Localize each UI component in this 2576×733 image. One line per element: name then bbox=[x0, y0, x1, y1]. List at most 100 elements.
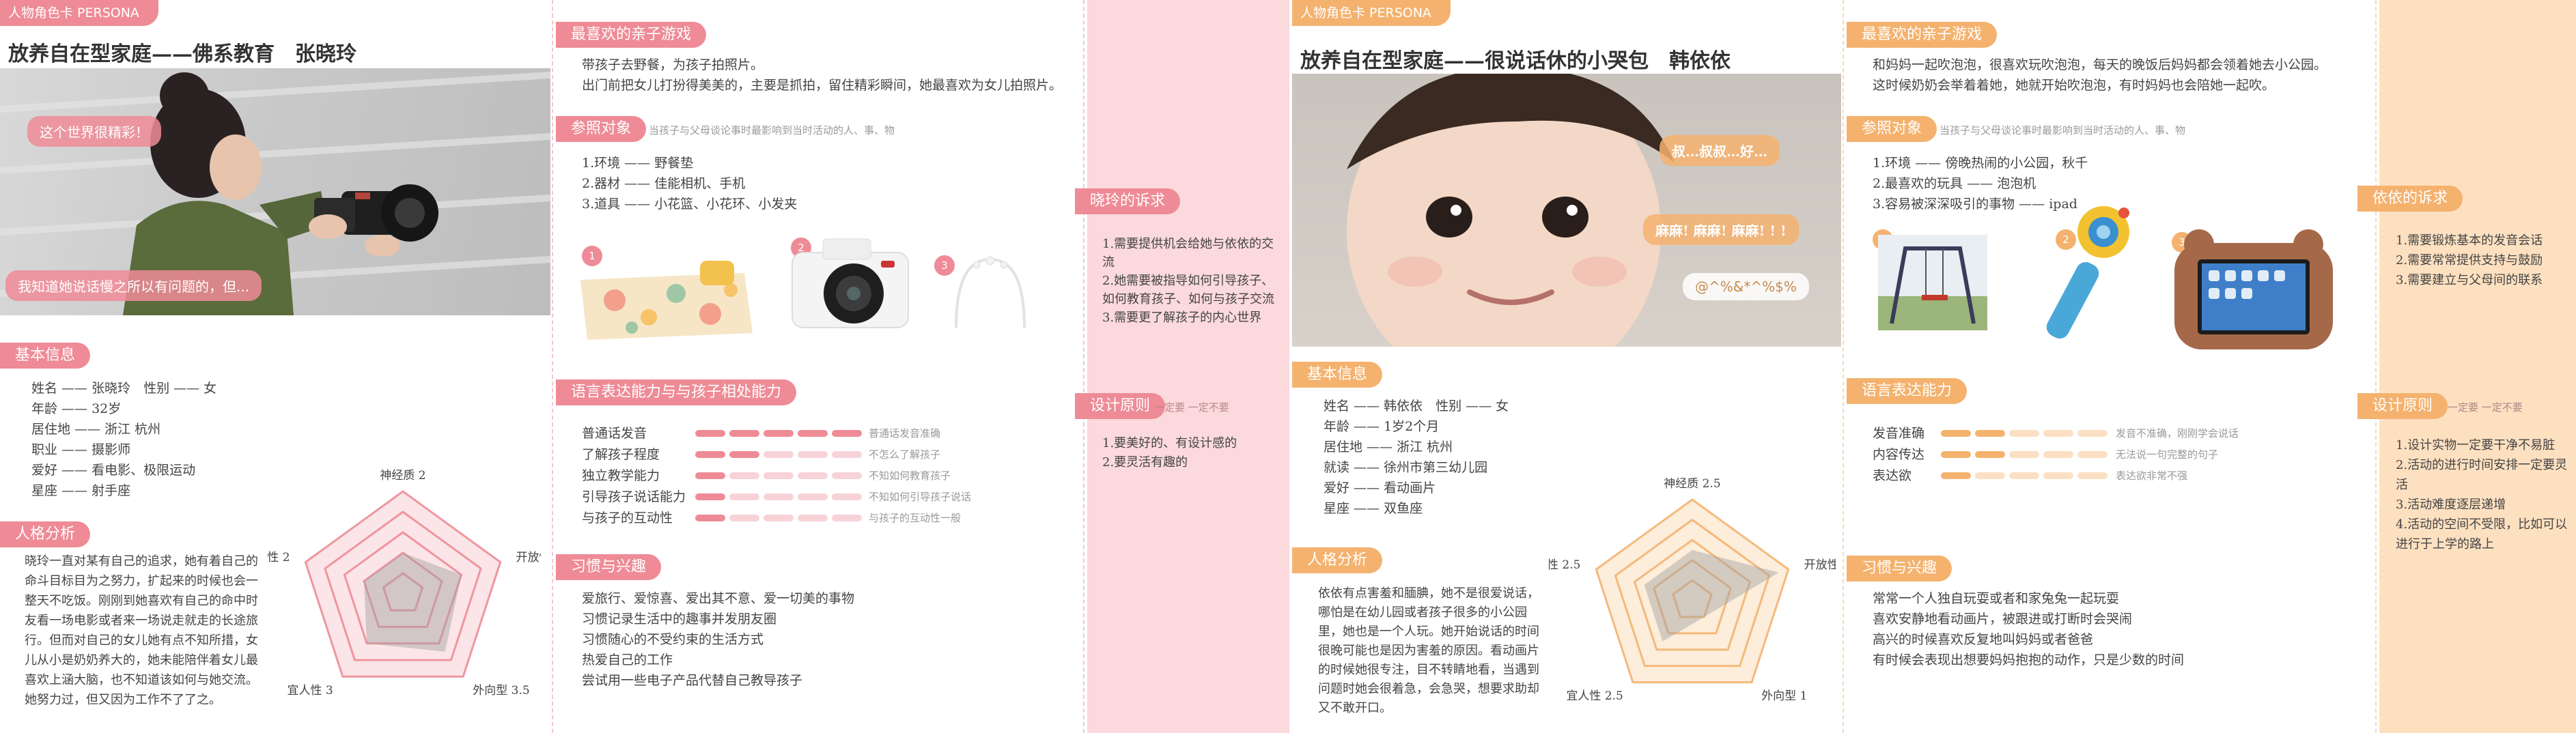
skill-bar-segment bbox=[2043, 451, 2073, 458]
design-item: 3.活动难度逐层递增 bbox=[2396, 498, 2506, 512]
habits-list: 常常一个人独自玩耍或者和家兔兔一起玩耍 喜欢安静地看动画片，被跟进或打断时会哭闹… bbox=[1873, 588, 2184, 670]
swing-image bbox=[1878, 235, 1987, 330]
radar-axis-label: 开放性 3 bbox=[516, 551, 541, 564]
reference-note: 当孩子与父母谈论事时最影响到当时活动的人、事、物 bbox=[649, 124, 895, 136]
skill-label: 表达欲 bbox=[1873, 468, 1912, 483]
skill-bar-segment bbox=[695, 493, 725, 500]
design-note: 一定要 一定不要 bbox=[1154, 401, 1229, 414]
skill-bar-segment bbox=[2077, 430, 2108, 437]
radar-grid-ring bbox=[324, 511, 482, 661]
design-item: 4.活动的空间不受限，比如可以进行于上学的路上 bbox=[2396, 517, 2568, 551]
basic-info-item: 居住地 —— 浙江 杭州 bbox=[31, 422, 161, 437]
section-tag-language: 语言表达能力与与孩子相处能力 bbox=[556, 379, 797, 405]
skill-bar-segment bbox=[1975, 430, 2005, 437]
skill-bar-segment bbox=[832, 451, 862, 458]
design-item: 1.设计实物一定要干净不易脏 bbox=[2396, 438, 2556, 452]
pink-band bbox=[1087, 0, 1289, 733]
games-line: 出门前把女儿打扮得美美的，主要是抓拍，留住精彩瞬间，她最喜欢为女儿拍照片。 bbox=[582, 78, 1063, 93]
games-text: 带孩子去野餐，为孩子拍照片。 出门前把女儿打扮得美美的，主要是抓拍，留住精彩瞬间… bbox=[582, 55, 1062, 96]
radar-grid-ring bbox=[1634, 538, 1751, 651]
photo-bubble: 叔…叔叔…好… bbox=[1660, 135, 1780, 166]
orange-band bbox=[2379, 0, 2576, 733]
basic-info-item: 居住地 —— 浙江 杭州 bbox=[1324, 440, 1453, 455]
skill-bar-segment bbox=[695, 515, 725, 521]
reference-note: 当孩子与父母谈论事时最影响到当时活动的人、事、物 bbox=[1940, 124, 2186, 136]
reference-number: 3 bbox=[934, 255, 955, 276]
skill-bar-segment bbox=[695, 472, 725, 479]
skill-bar-segment bbox=[2009, 430, 2039, 437]
skill-bar-segment bbox=[2043, 472, 2073, 479]
skill-bar-segment bbox=[1941, 472, 1971, 479]
basic-info-item: 姓名 —— 张晓玲 性别 —— 女 bbox=[31, 381, 217, 396]
habit-item: 习惯记录生活中的趣事并发朋友圈 bbox=[582, 612, 777, 627]
need-item: 3.需要更了解孩子的内心世界 bbox=[1102, 311, 1262, 325]
skill-bar-segment bbox=[729, 493, 759, 500]
persona-photo: 这个世界很精彩！ 我知道她说话慢之所以有问题的，但... bbox=[0, 68, 550, 315]
habit-item: 尝试用一些电子产品代替自己教导孩子 bbox=[582, 673, 803, 688]
skill-row: 独立教学能力 不知如何教育孩子 bbox=[582, 465, 1005, 486]
skill-bar-segment bbox=[2077, 451, 2108, 458]
skill-description: 无法说一句完整的句子 bbox=[2116, 448, 2219, 461]
skill-row: 普通话发音 普通话发音准确 bbox=[582, 423, 1005, 444]
skill-label: 了解孩子程度 bbox=[582, 447, 660, 462]
need-item: 1.需要提供机会给她与依依的交流 bbox=[1102, 237, 1274, 270]
skill-bar-segment bbox=[832, 493, 862, 500]
design-list: 1.设计实物一定要干净不易脏 2.活动的进行时间安排一定要灵活 3.活动难度逐层… bbox=[2396, 435, 2573, 554]
section-tag-personality: 人格分析 bbox=[0, 521, 91, 547]
skill-label: 发音准确 bbox=[1873, 426, 1925, 441]
radar-axis-label: 神经质 2 bbox=[380, 469, 425, 483]
radar-grid-ring bbox=[1595, 498, 1790, 684]
header-tag: 人物角色卡 PERSONA bbox=[0, 0, 158, 26]
basic-info-list: 姓名 —— 韩依依 性别 —— 女 年龄 —— 1岁2个月 居住地 —— 浙江 … bbox=[1324, 396, 1509, 519]
basic-info-item: 职业 —— 摄影师 bbox=[31, 442, 131, 457]
skill-bar-segment bbox=[798, 493, 828, 500]
skill-bar-segment bbox=[764, 430, 794, 437]
skill-bar-segment bbox=[1975, 472, 2005, 479]
skill-bar-segment bbox=[729, 451, 759, 458]
section-tag-habits: 习惯与兴趣 bbox=[556, 554, 662, 580]
skill-bar-segment bbox=[832, 472, 862, 479]
design-item: 2.活动的进行时间安排一定要灵活 bbox=[2396, 458, 2568, 492]
games-line: 带孩子去野餐，为孩子拍照片。 bbox=[582, 57, 764, 72]
needs-list: 1.需要锻炼基本的发音会话 2.需要常常提供支持与鼓励 3.需要建立与父母间的联… bbox=[2396, 231, 2573, 290]
skill-label: 与孩子的互动性 bbox=[582, 511, 673, 526]
radar-axis-label: 严谨性 2.5 bbox=[1549, 558, 1580, 572]
skill-bar-segment bbox=[2077, 472, 2108, 479]
basic-info-item: 爱好 —— 看电影、极限运动 bbox=[31, 463, 196, 478]
toddler-illustration bbox=[1347, 74, 1675, 347]
design-note: 一定要 一定不要 bbox=[2448, 401, 2523, 414]
skill-bar-segment bbox=[798, 451, 828, 458]
skill-label: 内容传达 bbox=[1873, 447, 1925, 462]
reference-number: 1 bbox=[582, 246, 602, 266]
skill-label: 普通话发音 bbox=[582, 426, 647, 441]
reference-number: 2 bbox=[2056, 229, 2076, 250]
skill-row: 引导孩子说话能力 不知如何引导孩子说话 bbox=[582, 487, 1005, 507]
divider bbox=[2375, 0, 2377, 733]
section-tag-design: 设计原则 bbox=[1075, 393, 1166, 419]
radar-grid-ring bbox=[363, 551, 443, 629]
header-tag: 人物角色卡 PERSONA bbox=[1292, 0, 1451, 26]
radar-axis-label: 神经质 2.5 bbox=[1664, 478, 1720, 491]
habit-item: 习惯随心的不受约束的生活方式 bbox=[582, 632, 764, 647]
skill-bar-segment bbox=[729, 515, 759, 521]
basic-info-item: 就读 —— 徐州市第三幼儿园 bbox=[1324, 460, 1488, 475]
skill-row: 了解孩子程度 不怎么了解孩子 bbox=[582, 444, 1005, 465]
basic-info-item: 星座 —— 射手座 bbox=[31, 483, 131, 498]
section-tag-language: 语言表达能力 bbox=[1847, 378, 1968, 404]
skill-bar-segment bbox=[729, 430, 759, 437]
basic-info-item: 星座 —— 双鱼座 bbox=[1324, 501, 1423, 516]
basic-info-item: 年龄 —— 32岁 bbox=[31, 401, 122, 416]
skill-bar-segment bbox=[1975, 451, 2005, 458]
radar-value-area bbox=[1644, 550, 1779, 642]
habit-item: 常常一个人独自玩耍或者和家兔兔一起玩耍 bbox=[1873, 591, 2120, 606]
skill-bar-segment bbox=[2043, 430, 2073, 437]
skill-description: 表达欲非常不强 bbox=[2116, 470, 2188, 482]
divider bbox=[1843, 0, 1844, 733]
radar-axis-label: 严谨性 2 bbox=[268, 551, 290, 564]
skill-bar-segment bbox=[2009, 472, 2039, 479]
skill-label: 独立教学能力 bbox=[582, 468, 660, 483]
skill-bar-segment bbox=[764, 451, 794, 458]
skill-bar-segment bbox=[1941, 451, 1971, 458]
skill-description: 发音不准确，刚刚学会说话 bbox=[2116, 427, 2239, 440]
divider bbox=[1083, 0, 1084, 733]
